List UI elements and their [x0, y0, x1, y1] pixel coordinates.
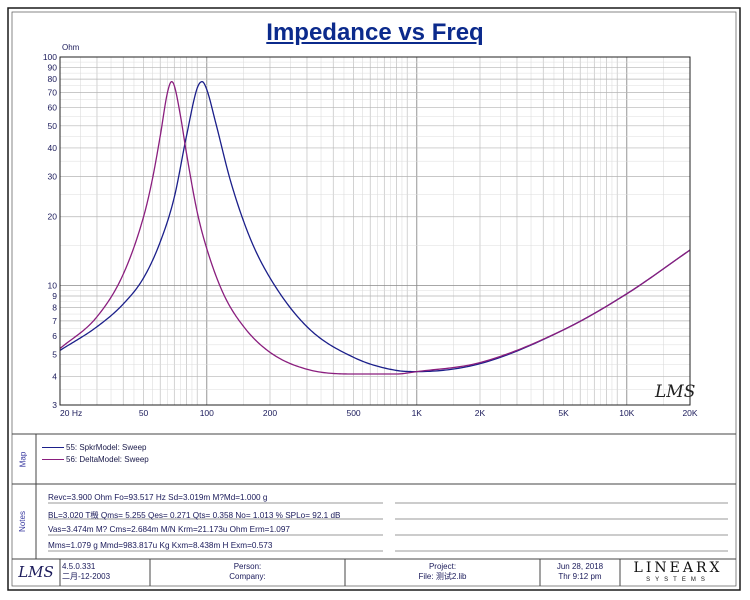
legend-swatch-2 [42, 459, 64, 461]
footer-lms-logo: LMS [18, 563, 54, 581]
footer-date-block: Jun 28, 2018 Thr 9:12 pm [540, 562, 620, 582]
footer-brand: LINEARX [633, 560, 723, 576]
y-tick-label: 3 [52, 400, 57, 410]
x-tick-label: 2K [475, 408, 486, 418]
chart-series [59, 81, 691, 375]
footer-person-label: Person: [233, 562, 262, 571]
y-tick-label: 9 [52, 291, 57, 301]
x-tick-label: 10K [619, 408, 634, 418]
x-tick-label: 20K [682, 408, 697, 418]
note-line-3: Vas=3.474m M? Cms=2.684m M/N Krm=21.173u… [48, 525, 290, 534]
y-tick-label: 80 [48, 74, 58, 84]
series-line-1 [59, 81, 691, 373]
x-tick-label: 200 [263, 408, 277, 418]
chart-title: Impedance vs Freq [266, 19, 484, 46]
footer-file-label: File: 测试2.lib [418, 572, 467, 581]
lms-watermark: LMS [654, 382, 695, 402]
map-tab[interactable]: Map [9, 434, 36, 484]
y-axis-unit: Ohm [62, 43, 80, 52]
x-tick-label: 1K [412, 408, 423, 418]
legend-label-1: 55: SpkrModel: Sweep [66, 443, 147, 452]
map-tab-label: Map [18, 451, 27, 467]
y-tick-label: 50 [48, 121, 58, 131]
series-line-2 [59, 81, 691, 375]
footer-version-block: 4.5.0.331 二月-12-2003 [62, 562, 148, 582]
y-tick-label: 7 [52, 316, 57, 326]
outer-border [7, 7, 741, 591]
note-line-1: Revc=3.900 Ohm Fo=93.517 Hz Sd=3.019m M?… [48, 493, 268, 502]
chart-tick-labels: 20 Hz 50 100 200 500 1K 2K 5K 10K 20K100908070605… [43, 52, 698, 418]
notes-tab[interactable]: Notes [9, 484, 36, 559]
footer-person-block: Person: Company: [150, 562, 345, 582]
y-tick-label: 4 [52, 371, 57, 381]
footer-build-date: 二月-12-2003 [62, 572, 111, 581]
y-tick-label: 20 [48, 212, 58, 222]
x-tick-label: 50 [139, 408, 149, 418]
legend-label-2: 56: DeltaModel: Sweep [66, 455, 149, 464]
y-tick-label: 5 [52, 349, 57, 359]
y-tick-label: 8 [52, 303, 57, 313]
footer-date: Jun 28, 2018 [556, 562, 604, 571]
footer-time: Thr 9:12 pm [558, 572, 602, 581]
chart-grid [59, 56, 691, 406]
y-tick-label: 30 [48, 171, 58, 181]
legend-item-1: 55: SpkrModel: Sweep [42, 443, 147, 452]
x-tick-label: 5K [558, 408, 569, 418]
y-tick-label: 90 [48, 62, 58, 72]
y-tick-label: 6 [52, 331, 57, 341]
footer-version: 4.5.0.331 [62, 562, 96, 571]
x-tick-label: 20 Hz [60, 408, 82, 418]
y-tick-label: 60 [48, 103, 58, 113]
y-tick-label: 10 [48, 281, 58, 291]
legend-item-2: 56: DeltaModel: Sweep [42, 455, 149, 464]
note-line-4: Mms=1.079 g Mmd=983.817u Kg Kxm=8.438m H… [48, 541, 273, 550]
y-tick-label: 100 [43, 52, 57, 62]
footer-project-label: Project: [428, 562, 457, 571]
x-tick-label: 500 [346, 408, 360, 418]
footer-company-label: Company: [229, 572, 266, 581]
x-tick-label: 100 [200, 408, 214, 418]
y-tick-label: 40 [48, 143, 58, 153]
plot-border [59, 56, 691, 406]
notes-tab-label: Notes [18, 511, 27, 532]
footer-project-block: Project: File: 测试2.lib [345, 562, 540, 582]
y-tick-label: 70 [48, 87, 58, 97]
inner-border [11, 11, 737, 587]
legend-swatch-1 [42, 447, 64, 449]
footer-brand-block: LINEARX SYSTEMS [620, 561, 736, 584]
notes-rules [48, 502, 728, 552]
footer-brand-sub: SYSTEMS [646, 577, 710, 583]
note-line-2: BL=3.020 T檓 Qms= 5.255 Qes= 0.271 Qts= 0… [48, 511, 341, 520]
